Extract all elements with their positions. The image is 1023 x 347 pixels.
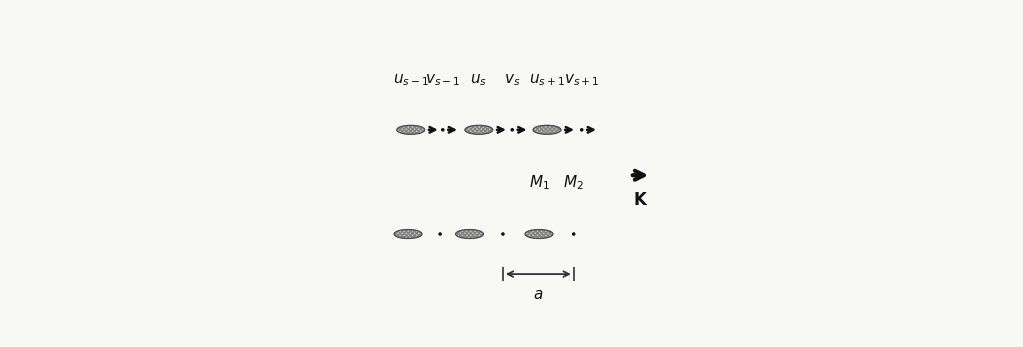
Ellipse shape	[525, 229, 552, 238]
Ellipse shape	[455, 229, 484, 238]
Text: $\mathbf{K}$: $\mathbf{K}$	[633, 191, 649, 209]
Ellipse shape	[465, 125, 493, 134]
Text: $v_{s+1}$: $v_{s+1}$	[564, 72, 599, 88]
Text: $M_1$: $M_1$	[529, 174, 549, 192]
Text: $v_s$: $v_s$	[504, 72, 521, 88]
Text: $v_{s-1}$: $v_{s-1}$	[426, 72, 460, 88]
Text: $u_s$: $u_s$	[471, 72, 487, 88]
Circle shape	[502, 233, 504, 235]
Circle shape	[439, 233, 441, 235]
Text: $u_{s+1}$: $u_{s+1}$	[529, 72, 565, 88]
Circle shape	[581, 129, 583, 131]
Text: $u_{s-1}$: $u_{s-1}$	[393, 72, 429, 88]
Ellipse shape	[397, 125, 425, 134]
Circle shape	[573, 233, 575, 235]
Circle shape	[512, 129, 514, 131]
Text: $a$: $a$	[533, 287, 543, 303]
Circle shape	[442, 129, 444, 131]
Ellipse shape	[533, 125, 561, 134]
Text: $M_2$: $M_2$	[564, 174, 584, 192]
Ellipse shape	[394, 229, 421, 238]
